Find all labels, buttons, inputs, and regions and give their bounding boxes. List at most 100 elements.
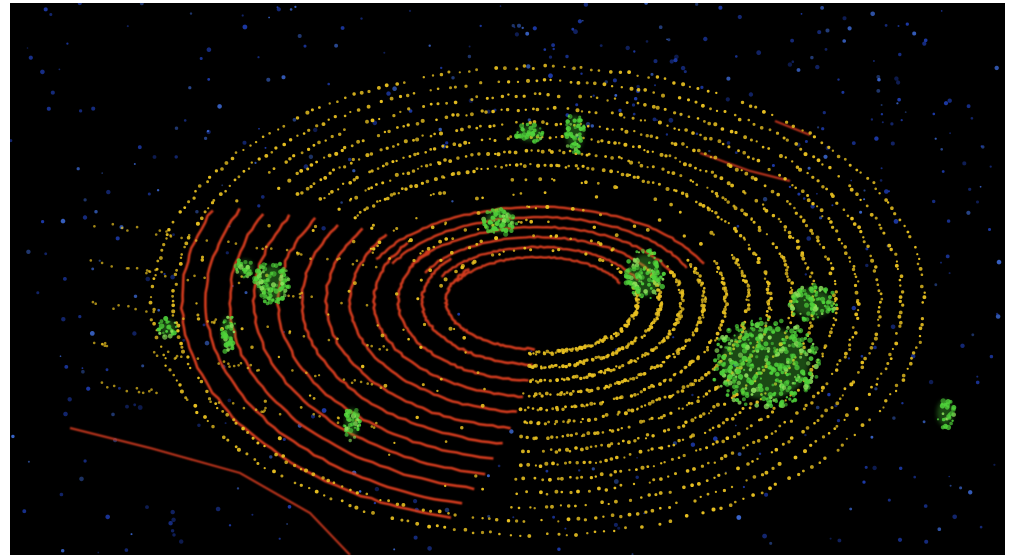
- yellow-point: [419, 345, 423, 349]
- yellow-point: [164, 357, 167, 360]
- yellow-point: [370, 186, 373, 190]
- yellow-point: [257, 157, 261, 161]
- yellow-point: [785, 120, 789, 124]
- far-point: [468, 45, 471, 48]
- yellow-point: [282, 142, 287, 147]
- yellow-point: [413, 152, 417, 157]
- yellow-point: [636, 88, 641, 92]
- yellow-point: [607, 140, 611, 144]
- yellow-point: [741, 407, 745, 410]
- yellow-point: [624, 323, 628, 328]
- yellow-point: [348, 504, 352, 508]
- yellow-point: [559, 122, 563, 126]
- vegetation-point: [248, 260, 253, 265]
- vegetation-point: [808, 286, 814, 292]
- yellow-point: [808, 326, 811, 330]
- yellow-point: [703, 431, 707, 435]
- yellow-point: [385, 146, 389, 150]
- yellow-point: [422, 76, 425, 79]
- yellow-point: [232, 418, 236, 422]
- yellow-point: [819, 208, 824, 213]
- yellow-point: [727, 222, 730, 225]
- far-point: [171, 517, 176, 522]
- yellow-point: [809, 443, 813, 447]
- yellow-point: [765, 233, 769, 236]
- yellow-point: [272, 469, 276, 474]
- far-point: [511, 24, 515, 28]
- yellow-point: [218, 192, 223, 197]
- vegetation-point: [525, 122, 530, 127]
- vegetation-point: [503, 231, 509, 237]
- far-point: [880, 104, 883, 106]
- yellow-point: [606, 367, 611, 372]
- yellow-point: [126, 229, 129, 232]
- yellow-point: [534, 464, 538, 467]
- yellow-point: [743, 135, 747, 140]
- yellow-point: [834, 282, 837, 286]
- yellow-point: [392, 145, 395, 148]
- yellow-point: [531, 407, 535, 410]
- vegetation-point: [652, 251, 657, 255]
- yellow-point: [515, 492, 518, 496]
- yellow-point: [372, 426, 376, 429]
- far-point: [486, 474, 490, 478]
- yellow-point: [746, 284, 751, 288]
- yellow-point: [768, 128, 772, 132]
- vegetation-point: [758, 387, 764, 393]
- far-point: [532, 26, 537, 31]
- yellow-point: [755, 140, 758, 143]
- yellow-point: [804, 262, 807, 265]
- yellow-point: [207, 207, 210, 210]
- yellow-point: [281, 454, 286, 458]
- far-point: [182, 338, 186, 342]
- yellow-point: [855, 406, 859, 411]
- yellow-point: [567, 164, 570, 168]
- yellow-point: [877, 306, 881, 309]
- yellow-point: [898, 324, 902, 328]
- yellow-point: [158, 229, 162, 232]
- far-point: [139, 3, 144, 6]
- yellow-point: [783, 263, 788, 267]
- vegetation-point: [732, 373, 736, 377]
- vegetation-point: [783, 380, 790, 387]
- yellow-point: [703, 120, 706, 123]
- yellow-point: [748, 406, 752, 410]
- yellow-point: [728, 164, 733, 169]
- yellow-point: [305, 110, 310, 115]
- yellow-point: [614, 351, 619, 355]
- vegetation-point: [346, 418, 349, 421]
- yellow-point: [197, 376, 200, 380]
- vegetation-point: [750, 322, 754, 327]
- yellow-point: [710, 170, 715, 174]
- vegetation-point: [820, 312, 824, 316]
- yellow-point: [515, 120, 518, 124]
- point-cloud-canvas: [10, 3, 1005, 555]
- yellow-point: [852, 222, 857, 226]
- yellow-point: [746, 444, 749, 447]
- far-point: [141, 364, 145, 368]
- yellow-point: [631, 314, 635, 318]
- far-point: [294, 5, 297, 8]
- vegetation-point: [800, 377, 805, 381]
- yellow-point: [523, 420, 527, 424]
- yellow-point: [801, 256, 806, 261]
- far-point: [565, 54, 569, 59]
- far-point: [132, 331, 137, 336]
- yellow-point: [390, 516, 395, 520]
- vegetation-point: [575, 133, 579, 137]
- vegetation-point: [742, 343, 746, 348]
- yellow-point: [429, 163, 432, 167]
- far-point: [61, 549, 65, 553]
- yellow-point: [155, 354, 159, 358]
- yellow-point: [337, 188, 340, 191]
- yellow-point: [657, 218, 662, 222]
- yellow-point: [569, 475, 572, 479]
- yellow-point: [560, 134, 564, 139]
- yellow-point: [224, 189, 227, 193]
- yellow-point: [433, 132, 436, 136]
- vegetation-point: [539, 127, 542, 130]
- far-point: [202, 323, 206, 327]
- yellow-point: [193, 403, 198, 408]
- yellow-point: [701, 294, 705, 298]
- yellow-point: [920, 317, 925, 321]
